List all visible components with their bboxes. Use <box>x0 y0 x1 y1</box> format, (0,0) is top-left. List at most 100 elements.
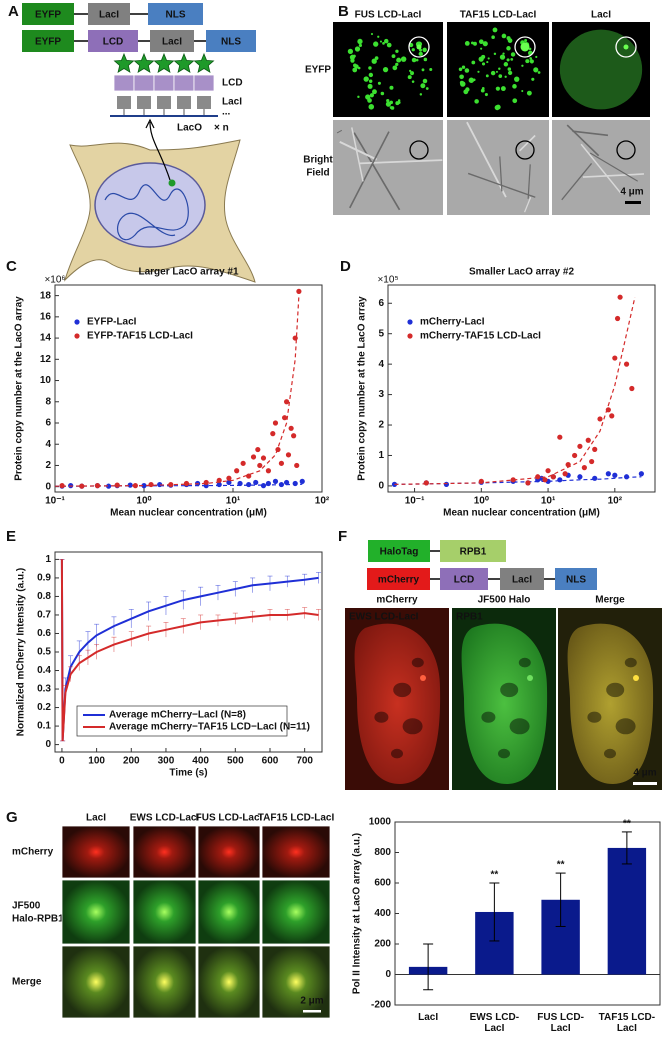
point <box>525 480 531 486</box>
condensate <box>506 46 511 51</box>
laci-block <box>197 96 211 109</box>
label-line: TAF15 LCD- <box>599 1012 655 1023</box>
point <box>629 385 635 392</box>
condensate <box>487 57 490 60</box>
condensate <box>357 95 360 99</box>
x-tick-label: 10⁻¹ <box>45 496 65 507</box>
condensate <box>352 67 358 73</box>
lcd-block <box>173 74 195 92</box>
y-tick-label: 1000 <box>369 817 392 828</box>
condensate <box>395 62 399 67</box>
scale-bar-label: 2 μm <box>300 996 323 1007</box>
construct-box <box>367 568 430 590</box>
construct-box <box>148 3 203 25</box>
condensate <box>368 79 373 83</box>
condensate <box>418 51 423 57</box>
point <box>291 433 297 439</box>
locus-ring <box>514 36 536 58</box>
condensate <box>495 86 501 91</box>
scale-bar <box>625 201 641 204</box>
ellipsis: ... <box>222 107 231 118</box>
nucleus <box>461 623 548 784</box>
x-axis-label: Mean nuclear concentration (μM) <box>443 508 600 519</box>
condensate <box>525 59 530 64</box>
condensate <box>458 67 463 72</box>
x-tick-label: TAF15 LCD-LacI <box>599 1012 655 1034</box>
row-label: JF500 <box>12 901 41 912</box>
nucleus <box>354 623 441 784</box>
texture <box>561 163 593 201</box>
legend-marker <box>74 333 80 339</box>
y-axis-label: Normalized mCherry Intensity (a.u.) <box>16 568 27 736</box>
panel-letter: F <box>338 528 347 545</box>
construct-label: mCherry <box>378 575 420 586</box>
point <box>550 474 556 480</box>
point <box>127 482 133 488</box>
y-tick-label: 16 <box>40 311 52 322</box>
condensate <box>528 47 532 51</box>
condensate <box>365 94 371 100</box>
condensate <box>370 32 374 36</box>
point <box>296 288 302 294</box>
condensate <box>463 89 469 95</box>
x-tick-label: 10² <box>315 496 330 507</box>
lcd-block <box>193 74 215 92</box>
nucleolus <box>411 657 424 668</box>
condensate <box>379 40 383 43</box>
condensate <box>485 74 489 78</box>
x-tick-label: 10⁻¹ <box>405 496 425 507</box>
construct-box <box>368 540 430 562</box>
condensate <box>396 57 402 63</box>
y-tick-label: 600 <box>374 878 391 889</box>
legend-label: Average mCherry−LacI (N=8) <box>109 710 246 721</box>
inset-label: RPB1 <box>456 612 483 623</box>
point <box>114 482 120 488</box>
y-tick-label: 12 <box>40 354 52 365</box>
locus-ring <box>408 36 430 58</box>
condensate <box>419 93 423 96</box>
plot-area <box>54 284 323 493</box>
condensate <box>422 47 427 53</box>
condensate <box>423 57 428 62</box>
point <box>292 335 298 341</box>
column-title: JF500 Halo <box>478 595 531 606</box>
condensate <box>481 87 485 90</box>
micrograph <box>197 879 261 945</box>
lcd-label: LCD <box>222 78 243 89</box>
construct-box <box>500 568 544 590</box>
x-tick-label: 500 <box>227 756 244 767</box>
locus-ring <box>515 140 535 160</box>
texture <box>580 143 622 194</box>
point <box>557 434 563 440</box>
legend-label: EYFP-TAF15 LCD-LacI <box>87 331 193 342</box>
condensate <box>474 99 479 104</box>
x-tick-label: 0 <box>59 756 65 767</box>
point <box>577 474 583 480</box>
construct-label: LCD <box>454 575 475 586</box>
point <box>168 481 174 488</box>
condensate <box>395 49 399 53</box>
brightfield-image <box>333 120 443 215</box>
y-tick-label: 3 <box>378 389 384 400</box>
condensate <box>400 56 407 62</box>
condensate <box>477 70 480 73</box>
condensate <box>533 67 539 73</box>
label-line: LacI <box>418 1012 438 1023</box>
label-line: LacI <box>551 1023 571 1034</box>
point <box>272 420 279 426</box>
point <box>272 478 279 484</box>
plot-area <box>387 284 656 493</box>
condensate <box>461 65 466 69</box>
lcd-star <box>173 52 195 73</box>
point <box>79 483 85 489</box>
y-tick-label: 14 <box>40 333 52 344</box>
point <box>391 481 398 487</box>
column-title: TAF15 LCD-LacI <box>460 10 537 21</box>
condensate <box>482 41 488 47</box>
locus <box>527 675 533 681</box>
scale-bar-label: 4 μm <box>620 187 643 198</box>
y-tick-label: 0 <box>378 481 384 492</box>
micrograph <box>261 879 331 945</box>
point <box>597 416 603 422</box>
